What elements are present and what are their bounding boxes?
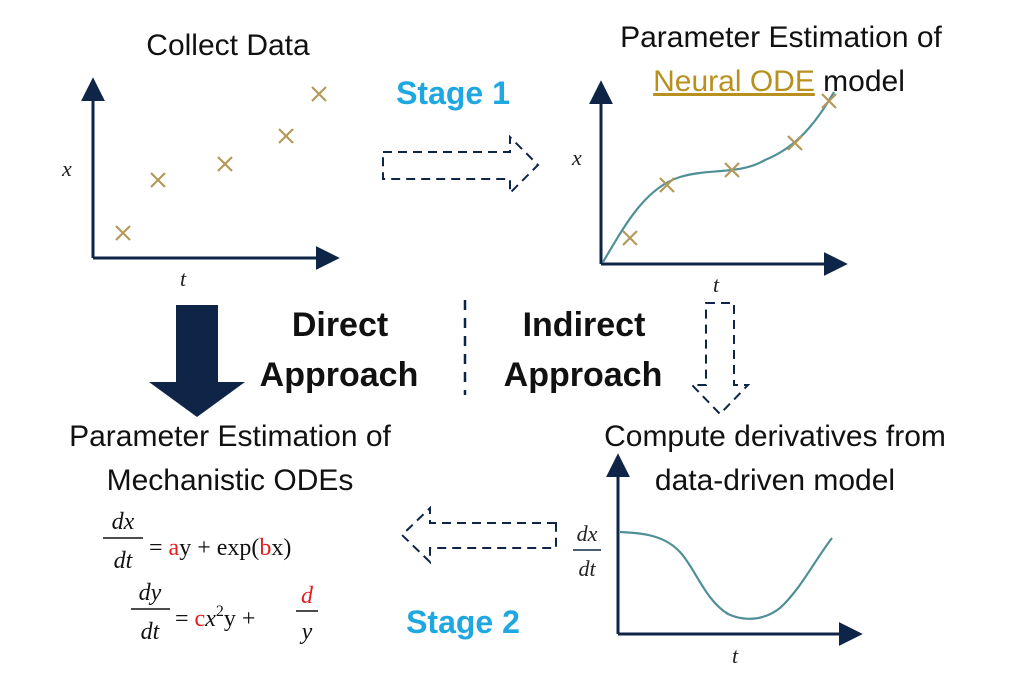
dashed-right-arrow-icon (382, 134, 540, 196)
collect-t-label: t (180, 266, 187, 291)
eq2-denominator: dt (141, 619, 161, 645)
eq2-numerator: dy (139, 580, 162, 606)
data-point-marker (659, 177, 675, 193)
collect-data-plot: x t (61, 77, 340, 291)
derivatives-title-line1: Compute derivatives from (604, 420, 946, 453)
neural-ode-plot: x t (571, 80, 848, 297)
neural-ode-fit-curve (602, 91, 835, 263)
data-point-marker (278, 128, 294, 144)
indirect-approach-line2: Approach (504, 356, 663, 394)
data-point-marker (787, 135, 803, 151)
eq1-equals: = (149, 535, 163, 561)
stage-2-label: Stage 2 (406, 604, 520, 640)
collect-data-title: Collect Data (146, 29, 310, 62)
derivative-curve (619, 530, 833, 620)
eq1-term-x: x) (271, 535, 291, 561)
data-point-marker (150, 172, 166, 188)
collect-x-label: x (61, 156, 72, 181)
neural-markers (622, 93, 837, 246)
mechanistic-title-line2: Mechanistic ODEs (107, 464, 354, 497)
data-point-marker (115, 225, 131, 241)
eq1-numerator: dx (112, 509, 135, 535)
neural-ode-title-line1: Parameter Estimation of (620, 21, 942, 54)
eq2-term-y: y + (224, 606, 256, 632)
derivatives-title-line2: data-driven model (655, 464, 895, 497)
data-point-marker (217, 156, 233, 172)
direct-approach-line1: Direct (292, 306, 388, 344)
collect-markers (115, 86, 327, 241)
eq2-denominator-y: y (300, 619, 313, 645)
equation-2: dy dt = cx2y + d y (131, 580, 318, 645)
indirect-approach-line1: Indirect (523, 306, 646, 344)
direct-approach-line2: Approach (260, 356, 419, 394)
eq2-term-x: x (204, 606, 216, 632)
neural-x-label: x (571, 145, 582, 170)
data-point-marker (311, 86, 327, 102)
deriv-t-label: t (732, 643, 739, 668)
mechanistic-title-line1: Parameter Estimation of (69, 420, 391, 453)
data-point-marker (724, 162, 740, 178)
eq1-denominator: dt (114, 548, 134, 574)
eq2-param-d: d (301, 583, 314, 609)
deriv-numerator: dx (577, 521, 598, 546)
neural-ode-title-line2: Neural ODE model (653, 65, 905, 98)
dashed-down-arrow-icon (689, 302, 751, 416)
eq2-rhs: = cx2y + (175, 603, 255, 632)
eq2-param-c: c (195, 606, 206, 632)
data-point-marker (622, 230, 638, 246)
neural-ode-title-rest: model (815, 65, 905, 98)
eq2-equals: = (175, 606, 189, 632)
solid-down-arrow-icon (149, 305, 245, 417)
eq1-rhs: = ay + exp(bx) (149, 535, 291, 561)
derivatives-plot: dx dt t (573, 453, 863, 668)
eq1-param-b: b (259, 535, 271, 561)
stage-1-label: Stage 1 (396, 75, 510, 111)
equation-1: dx dt = ay + exp(bx) (103, 509, 291, 574)
dashed-left-arrow-icon (400, 505, 557, 565)
neural-t-label: t (713, 272, 720, 297)
eq1-param-a: a (169, 535, 180, 561)
deriv-denominator: dt (578, 556, 596, 581)
eq2-superscript: 2 (216, 603, 224, 620)
eq1-term-y: y + exp( (179, 535, 259, 561)
data-point-marker (821, 93, 837, 109)
neural-ode-link[interactable]: Neural ODE (653, 65, 815, 98)
